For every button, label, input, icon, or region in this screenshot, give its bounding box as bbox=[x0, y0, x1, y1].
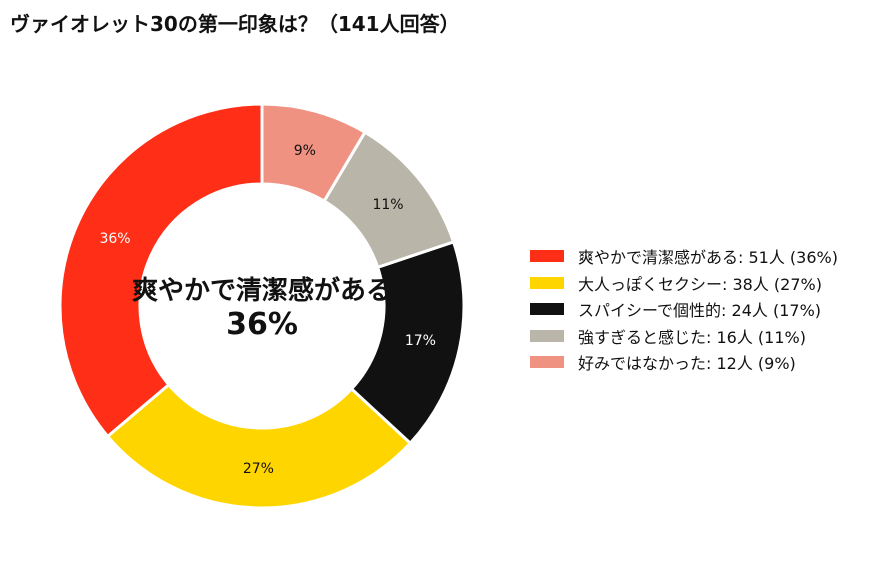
legend-label: スパイシーで個性的: 24人 (17%) bbox=[578, 301, 822, 321]
legend-item: 爽やかで清潔感がある: 51人 (36%) bbox=[530, 243, 838, 270]
donut-slices bbox=[58, 102, 466, 510]
legend-swatch bbox=[530, 356, 564, 369]
legend-label: 好みではなかった: 12人 (9%) bbox=[578, 354, 796, 374]
center-label: 爽やかで清潔感がある bbox=[132, 275, 392, 306]
slice-percent-label: 36% bbox=[99, 231, 130, 247]
slice-percent-label: 27% bbox=[243, 461, 274, 477]
slice-percent-label: 9% bbox=[294, 143, 316, 159]
legend-label: 強すぎると感じた: 16人 (11%) bbox=[578, 327, 806, 347]
legend-label: 大人っぽくセクシー: 38人 (27%) bbox=[578, 274, 822, 294]
center-value: 36% bbox=[226, 307, 298, 342]
legend-swatch bbox=[530, 250, 564, 263]
chart-title: ヴァイオレット30の第一印象は？（141人回答） bbox=[10, 12, 460, 36]
legend-item: 強すぎると感じた: 16人 (11%) bbox=[530, 323, 838, 350]
donut-slice bbox=[105, 382, 413, 510]
donut-slice bbox=[260, 102, 367, 204]
slice-percent-labels: 36% 27% 17% 11% 9% bbox=[99, 143, 435, 477]
donut-slice bbox=[58, 102, 264, 439]
legend-swatch bbox=[530, 303, 564, 316]
legend: 爽やかで清潔感がある: 51人 (36%) 大人っぽくセクシー: 38人 (27%… bbox=[530, 243, 838, 376]
legend-item: 好みではなかった: 12人 (9%) bbox=[530, 349, 838, 376]
slice-percent-label: 11% bbox=[372, 197, 403, 213]
legend-swatch bbox=[530, 329, 564, 342]
legend-item: スパイシーで個性的: 24人 (17%) bbox=[530, 296, 838, 323]
legend-swatch bbox=[530, 276, 564, 289]
legend-item: 大人っぽくセクシー: 38人 (27%) bbox=[530, 270, 838, 297]
slice-percent-label: 17% bbox=[405, 333, 436, 349]
legend-label: 爽やかで清潔感がある: 51人 (36%) bbox=[578, 248, 838, 268]
